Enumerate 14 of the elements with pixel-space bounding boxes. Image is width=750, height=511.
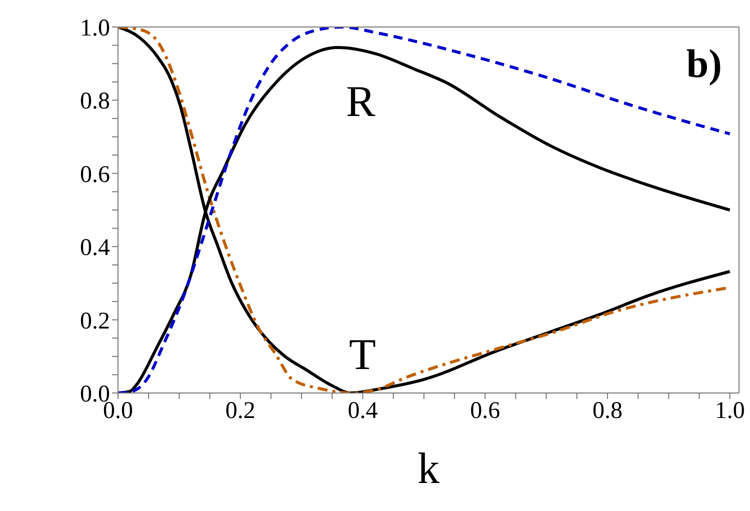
y-tick-label: 0.2 [80,308,110,334]
x-tick-label: 0.6 [470,398,500,424]
annotation: b) [686,41,722,86]
y-tick-label: 0.4 [80,235,110,262]
x-tick-label: 0.2 [225,398,256,424]
y-tick-label: 1.0 [80,16,110,42]
annotation: R [346,77,376,126]
x-tick-label: 0.4 [348,398,378,424]
annotation: T [349,330,376,379]
x-tick-label: 1.0 [714,398,745,424]
y-tick-label: 0.6 [80,162,110,188]
x-axis-title: k [418,444,440,493]
x-tick-label: 0.8 [592,398,622,424]
y-tick-label: 0.8 [80,88,110,115]
